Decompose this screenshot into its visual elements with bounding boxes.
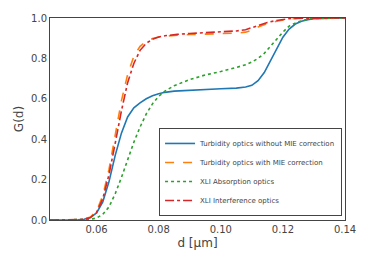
- svg-text:0.4: 0.4: [31, 134, 47, 145]
- svg-text:XLI Interference optics: XLI Interference optics: [200, 197, 279, 205]
- svg-text:d [μm]: d [μm]: [177, 236, 217, 250]
- svg-text:0.8: 0.8: [31, 53, 47, 64]
- svg-text:XLI Absorption optics: XLI Absorption optics: [200, 178, 274, 186]
- svg-text:0.12: 0.12: [272, 224, 294, 235]
- svg-text:Turbidity optics with MIE corr: Turbidity optics with MIE correction: [199, 159, 323, 167]
- svg-text:0.6: 0.6: [31, 93, 47, 104]
- svg-text:0.06: 0.06: [85, 224, 107, 235]
- svg-text:G(d): G(d): [12, 106, 26, 132]
- svg-text:1.0: 1.0: [31, 13, 47, 24]
- svg-text:0.0: 0.0: [31, 215, 47, 226]
- svg-text:Turbidity optics without MIE c: Turbidity optics without MIE correction: [199, 140, 334, 148]
- svg-text:0.10: 0.10: [210, 224, 232, 235]
- svg-text:0.14: 0.14: [334, 224, 356, 235]
- svg-text:0.2: 0.2: [31, 174, 47, 185]
- svg-text:0.08: 0.08: [148, 224, 170, 235]
